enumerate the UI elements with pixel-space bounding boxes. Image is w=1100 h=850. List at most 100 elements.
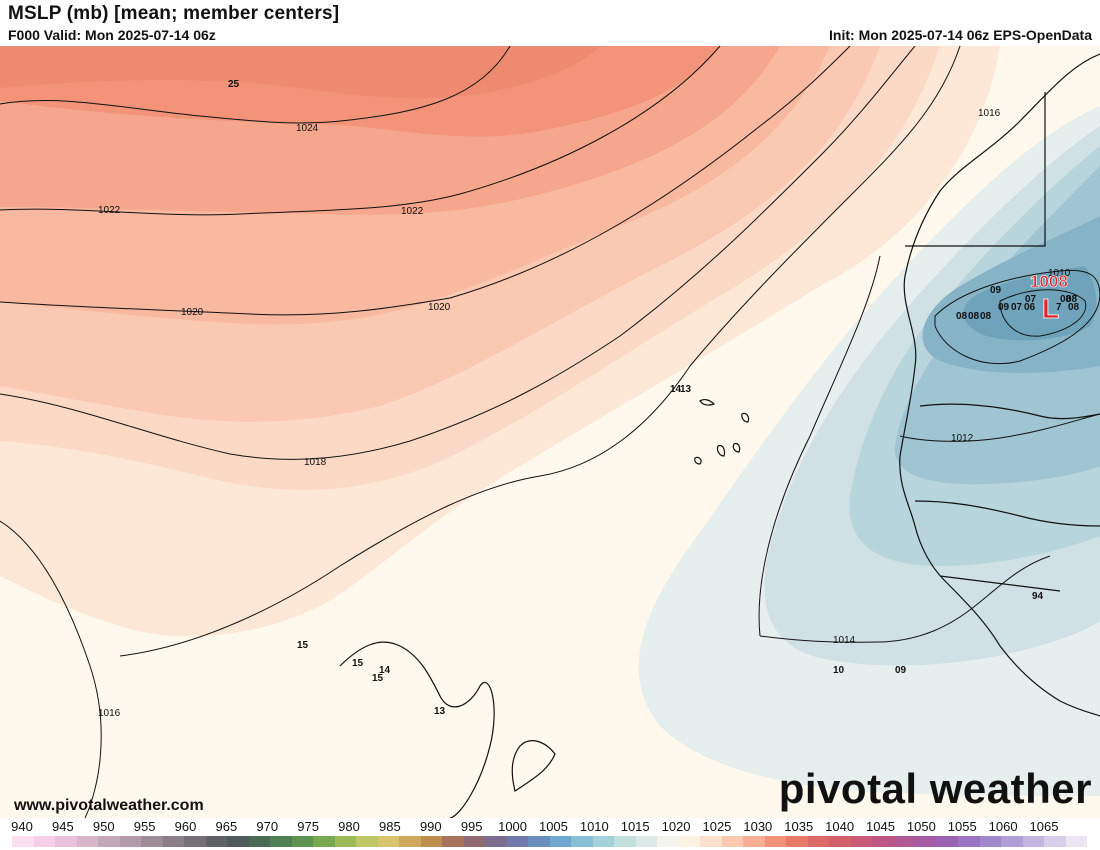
colorbar-tick: 1055: [947, 819, 977, 834]
colorbar-swatch: [528, 836, 550, 847]
member-label: 25: [228, 79, 240, 90]
colorbar-swatch: [141, 836, 163, 847]
colorbar-swatch: [356, 836, 378, 847]
colorbar-swatch: [850, 836, 872, 847]
colorbar-tick: 990: [419, 819, 442, 834]
isobar-1018: [0, 46, 916, 460]
isobar-1010: [934, 269, 1100, 365]
colorbar-swatch: [227, 836, 249, 847]
colorbar-swatch: [1022, 836, 1044, 847]
colorbar-swatch: [162, 836, 184, 847]
contour-label: 1022: [98, 205, 121, 216]
colorbar-swatch: [743, 836, 765, 847]
colorbar-swatch: [678, 836, 700, 847]
colorbar-swatch: [205, 836, 227, 847]
colorbar-tick: 960: [174, 819, 197, 834]
colorbar-swatch: [936, 836, 958, 847]
colorbar-swatch: [184, 836, 206, 847]
colorbar-tick: 1000: [498, 819, 528, 834]
colorbar: 940 945 950 955 960 965 970 975 980 985 990 995 1000…: [0, 818, 1100, 850]
member-label: 07: [1025, 294, 1037, 305]
colorbar-swatch: [506, 836, 528, 847]
member-label: 94: [1032, 591, 1044, 602]
island-5: [694, 456, 702, 465]
member-label-group: 25 15 15 15 14 13 10 09 09 07 08 08 09 0…: [228, 79, 1080, 717]
colorbar-swatch: [33, 836, 55, 847]
colorbar-tick: 955: [133, 819, 156, 834]
member-label: 14: [670, 384, 682, 395]
colorbar-tick: 1040: [825, 819, 855, 834]
colorbar-tick: 975: [297, 819, 320, 834]
colorbar-swatch: [1065, 836, 1087, 847]
country-border-4: [939, 575, 1061, 592]
colorbar-swatch: [442, 836, 464, 847]
isobars: [0, 46, 1100, 818]
contour-label: 1012: [951, 433, 974, 444]
member-label: 06: [1024, 302, 1036, 313]
colorbar-swatch: [420, 836, 442, 847]
colorbar-swatch: [614, 836, 636, 847]
colorbar-ticks: 940 945 950 955 960 965 970 975 980 985 990 995 1000…: [0, 819, 1100, 835]
contour-label: 1020: [428, 302, 451, 313]
colorbar-swatch: [248, 836, 270, 847]
member-label: 08: [980, 311, 992, 322]
colorbar-swatch: [807, 836, 829, 847]
map-title: MSLP (mb) [mean; member centers]: [8, 3, 340, 24]
colorbar-swatch: [291, 836, 313, 847]
colorbar-swatch: [549, 836, 571, 847]
colorbar-swatch: [893, 836, 915, 847]
member-label: 08: [968, 311, 980, 322]
colorbar-tick: 940: [11, 819, 33, 834]
low-center-symbol: L: [1042, 293, 1059, 324]
colorbar-swatch: [463, 836, 485, 847]
colorbar-swatches: [12, 836, 1087, 847]
member-label: 08: [1066, 294, 1078, 305]
map-header: MSLP (mb) [mean; member centers] F000 Va…: [0, 0, 1100, 46]
isobar-1016-west: [0, 520, 102, 818]
island-3: [716, 444, 726, 457]
member-label: 08: [1068, 302, 1080, 313]
colorbar-swatch: [313, 836, 335, 847]
colorbar-tick: 945: [52, 819, 74, 834]
island-4: [732, 442, 741, 453]
contour-label: 1016: [98, 708, 121, 719]
isobar-1012: [899, 413, 1100, 442]
contour-label: 1016: [978, 108, 1001, 119]
country-border-1: [905, 92, 1046, 247]
member-label: 09: [895, 665, 907, 676]
pressure-map[interactable]: 1024 1022 1022 1020 1020 1018 1016 1016 …: [0, 46, 1100, 818]
colorbar-swatch: [764, 836, 786, 847]
colorbar-swatch: [1044, 836, 1066, 847]
member-label: 15: [297, 640, 309, 651]
colorbar-swatch: [592, 836, 614, 847]
member-label: 10: [833, 665, 845, 676]
colorbar-swatch: [377, 836, 399, 847]
colorbar-tick: 950: [92, 819, 115, 834]
contour-label: 1020: [181, 307, 204, 318]
colorbar-swatch: [270, 836, 292, 847]
colorbar-tick: 1050: [906, 819, 936, 834]
low-center-value: 1008: [1030, 272, 1068, 291]
member-label: 07: [1011, 302, 1023, 313]
member-label: 08: [1060, 294, 1072, 305]
member-label: 09: [998, 302, 1010, 313]
coast-sw: [339, 641, 495, 818]
isobar-1014-edge: [758, 255, 881, 637]
colorbar-tick: 1035: [784, 819, 814, 834]
isobar-1014: [759, 555, 1051, 643]
colorbar-tick: 1065: [1029, 819, 1059, 834]
colorbar-tick: 995: [460, 819, 483, 834]
isobar-1020: [0, 46, 851, 316]
colorbar-tick: 1020: [661, 819, 691, 834]
member-label: 13: [434, 706, 446, 717]
website-label: www.pivotalweather.com: [14, 797, 204, 814]
colorbar-swatch: [872, 836, 894, 847]
colorbar-tick: 1005: [538, 819, 568, 834]
colorbar-swatch: [76, 836, 98, 847]
colorbar-tick: 1010: [579, 819, 609, 834]
colorbar-tick: 970: [256, 819, 279, 834]
colorbar-swatch: [721, 836, 743, 847]
brand-logo: pivotal weather: [778, 765, 1092, 812]
colorbar-swatch: [12, 836, 34, 847]
island-1: [699, 398, 716, 406]
